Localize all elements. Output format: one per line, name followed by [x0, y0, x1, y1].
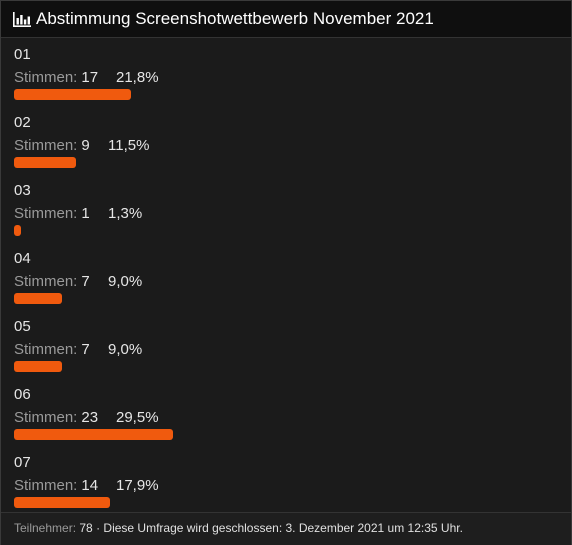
votes-line: Stimmen: 14 17,9%	[14, 477, 559, 495]
votes-percent: 21,8%	[116, 69, 159, 86]
votes-label: Stimmen:	[14, 137, 78, 154]
poll-header: Abstimmung Screenshotwettbewerb November…	[1, 1, 571, 38]
votes-line: Stimmen: 9 11,5%	[14, 137, 559, 155]
option-label: 04	[14, 250, 31, 267]
votes-line: Stimmen: 1 1,3%	[14, 205, 559, 223]
votes-line: Stimmen: 7 9,0%	[14, 341, 559, 359]
poll-option: 02 Stimmen: 9 11,5%	[14, 113, 559, 181]
poll-option: 01 Stimmen: 17 21,8%	[14, 45, 559, 113]
vote-bar-track	[14, 293, 559, 304]
option-label: 06	[14, 386, 31, 403]
votes-label: Stimmen:	[14, 205, 78, 222]
votes-line: Stimmen: 17 21,8%	[14, 69, 559, 87]
votes-count: 14	[81, 477, 99, 494]
option-label: 02	[14, 114, 31, 131]
option-label: 03	[14, 182, 31, 199]
vote-bar-track	[14, 497, 559, 508]
votes-label: Stimmen:	[14, 477, 78, 494]
votes-label: Stimmen:	[14, 341, 78, 358]
vote-bar-track	[14, 157, 559, 168]
votes-label: Stimmen:	[14, 273, 78, 290]
votes-count: 1	[81, 205, 90, 222]
poll-title: Abstimmung Screenshotwettbewerb November…	[36, 9, 434, 28]
poll-footer: Teilnehmer: 78 · Diese Umfrage wird gesc…	[1, 512, 571, 545]
vote-bar	[14, 89, 131, 100]
poll-option: 07 Stimmen: 14 17,9%	[14, 453, 559, 521]
participants-label: Teilnehmer:	[14, 521, 77, 535]
votes-count: 17	[81, 69, 99, 86]
poll-option: 06 Stimmen: 23 29,5%	[14, 385, 559, 453]
vote-bar	[14, 497, 110, 508]
option-label: 05	[14, 318, 31, 335]
votes-label: Stimmen:	[14, 409, 78, 426]
votes-percent: 29,5%	[116, 409, 159, 426]
participants-count: 78	[79, 521, 93, 535]
poll-options: 01 Stimmen: 17 21,8% 02 Stimmen: 9 11,5% 03 Stimm…	[1, 38, 571, 521]
votes-count: 7	[81, 273, 90, 290]
poll-option: 04 Stimmen: 7 9,0%	[14, 249, 559, 317]
votes-percent: 11,5%	[108, 137, 150, 154]
votes-count: 23	[81, 409, 99, 426]
votes-percent: 9,0%	[108, 341, 143, 358]
votes-count: 7	[81, 341, 90, 358]
vote-bar-track	[14, 361, 559, 372]
vote-bar	[14, 157, 76, 168]
closing-info: · Diese Umfrage wird geschlossen: 3. Dez…	[96, 521, 463, 535]
votes-percent: 1,3%	[108, 205, 143, 222]
votes-count: 9	[81, 137, 90, 154]
vote-bar-track	[14, 429, 559, 440]
vote-bar	[14, 429, 173, 440]
votes-line: Stimmen: 23 29,5%	[14, 409, 559, 427]
poll-option: 05 Stimmen: 7 9,0%	[14, 317, 559, 385]
bar-chart-icon	[13, 11, 31, 27]
option-label: 07	[14, 454, 31, 471]
vote-bar-track	[14, 89, 559, 100]
vote-bar	[14, 225, 21, 236]
votes-percent: 17,9%	[116, 477, 159, 494]
votes-label: Stimmen:	[14, 69, 78, 86]
votes-line: Stimmen: 7 9,0%	[14, 273, 559, 291]
vote-bar-track	[14, 225, 559, 236]
poll-option: 03 Stimmen: 1 1,3%	[14, 181, 559, 249]
option-label: 01	[14, 46, 31, 63]
vote-bar	[14, 293, 62, 304]
vote-bar	[14, 361, 62, 372]
votes-percent: 9,0%	[108, 273, 143, 290]
